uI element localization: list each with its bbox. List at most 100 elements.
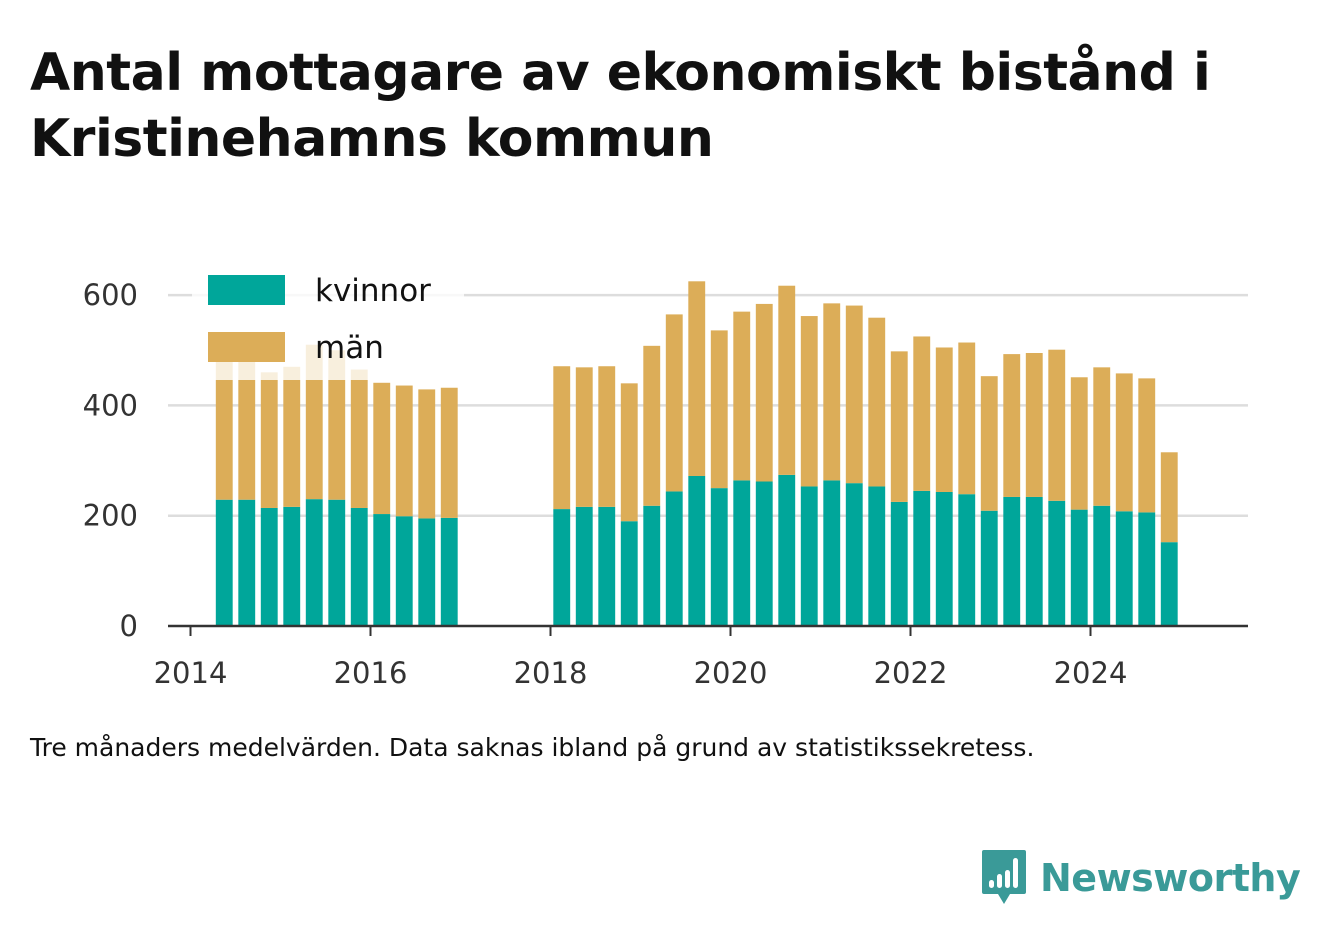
bar-kvinnor [260,507,278,626]
y-tick-label: 0 [120,609,138,643]
bar-kvinnor [823,480,841,626]
bar-kvinnor [935,491,953,626]
bar-män [935,347,953,492]
bar-kvinnor [800,486,818,626]
bar-män [1138,378,1156,513]
y-tick-label: 600 [83,278,138,312]
bar-män [913,336,931,491]
bar-män [328,350,346,500]
stacked-bar-chart: 2014 2016 2018 2020 2022 2024 0 200 400 600 kvin… [82,262,1248,690]
bar-män [283,366,301,507]
bar-kvinnor [845,483,863,626]
bar-män [710,330,728,489]
bar-kvinnor [620,521,638,626]
y-tick-label: 200 [83,499,138,533]
bar-kvinnor [710,488,728,626]
bar-män [868,317,886,487]
x-tick-label: 2020 [694,656,768,690]
chart-caption: Tre månaders medelvärden. Data saknas ib… [30,733,1035,762]
bar-män [305,344,323,500]
bar-män [1160,452,1178,543]
newsworthy-logo-icon [982,850,1026,904]
bar-kvinnor [1160,542,1178,626]
bar-män [553,366,571,510]
bar-män [215,350,233,500]
bar-kvinnor [890,501,908,626]
bar-kvinnor [1025,496,1043,626]
bar-män [778,285,796,475]
y-tick-label: 400 [83,388,138,422]
bar-män [980,376,998,511]
bar-kvinnor [868,486,886,626]
bars [215,281,1178,626]
bar-män [1115,373,1133,512]
bar-män [575,367,593,507]
x-tick-label: 2016 [334,656,408,690]
bar-män [890,351,908,502]
y-axis-ticks: 0 200 400 600 [83,278,138,643]
bar-kvinnor [1003,496,1021,626]
bar-kvinnor [598,506,616,626]
bar-kvinnor [913,490,931,626]
bar-män [598,366,616,507]
bar-män [688,281,706,476]
bar-kvinnor [215,499,233,626]
bar-kvinnor [1138,512,1156,626]
bar-män [440,387,458,518]
legend-swatch-män [208,332,285,362]
bar-kvinnor [328,499,346,626]
bar-män [1093,367,1111,506]
bar-kvinnor [350,507,368,626]
x-tick-label: 2022 [874,656,948,690]
bar-män [395,385,413,517]
bar-kvinnor [778,474,796,626]
x-axis-ticks: 2014 2016 2018 2020 2022 2024 [154,626,1128,690]
bar-män [665,314,683,492]
bar-män [1003,354,1021,497]
bar-kvinnor [755,481,773,626]
bar-män [1070,377,1088,510]
bar-män [755,303,773,482]
bar-kvinnor [733,480,751,626]
bar-kvinnor [418,518,436,626]
bar-män [1025,353,1043,497]
legend: kvinnor män [192,262,464,380]
bar-kvinnor [440,517,458,626]
bar-män [733,311,751,481]
brand-logo: Newsworthy [980,848,1301,908]
bar-kvinnor [688,475,706,626]
bar-kvinnor [1048,500,1066,626]
bar-män [418,389,436,519]
bar-kvinnor [305,499,323,626]
bar-män [958,342,976,495]
bar-kvinnor [238,499,256,626]
bar-män [845,305,863,484]
bar-kvinnor [1093,505,1111,626]
bar-män [823,303,841,481]
bar-män [350,369,368,508]
bar-kvinnor [553,509,571,626]
bar-kvinnor [1070,509,1088,626]
bar-män [260,372,278,508]
legend-label-kvinnor: kvinnor [315,273,431,309]
bar-kvinnor [980,510,998,626]
x-tick-label: 2024 [1054,656,1128,690]
bar-män [800,316,818,487]
chart-title: Antal mottagare av ekonomiskt bistånd i … [30,43,1211,169]
bar-kvinnor [665,491,683,626]
bar-kvinnor [1115,511,1133,626]
x-tick-label: 2018 [514,656,588,690]
bar-män [373,382,391,515]
bar-kvinnor [643,505,661,626]
brand-name: Newsworthy [1040,856,1301,900]
bar-män [620,383,638,522]
x-tick-label: 2014 [154,656,228,690]
bar-kvinnor [283,506,301,626]
bar-kvinnor [958,494,976,626]
bar-kvinnor [373,514,391,626]
bar-män [1048,349,1066,501]
legend-label-män: män [315,330,384,366]
bar-kvinnor [395,516,413,626]
bar-män [238,350,256,500]
bar-kvinnor [575,506,593,626]
